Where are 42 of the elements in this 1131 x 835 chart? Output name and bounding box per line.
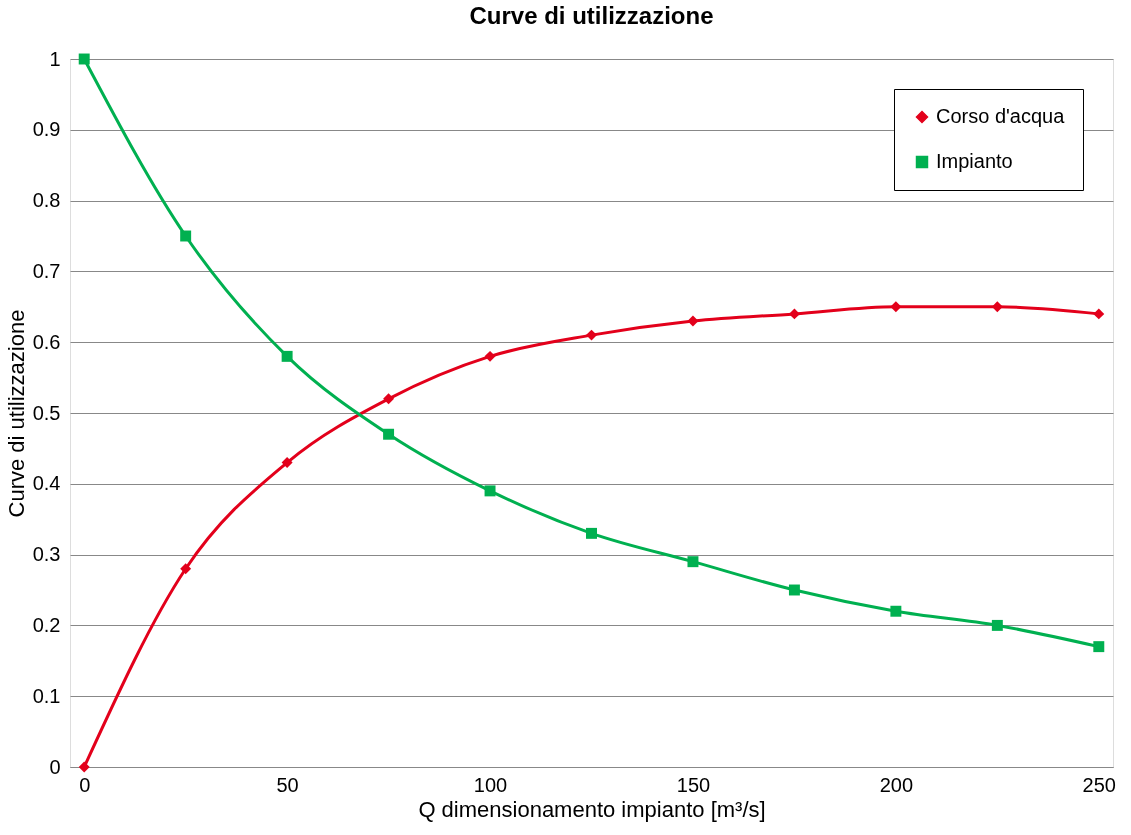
- x-tick-label: 0: [79, 773, 91, 796]
- point: [383, 428, 395, 440]
- y-tick-label: 0.1: [32, 684, 61, 707]
- point: [78, 53, 90, 65]
- x-tick-label: 50: [276, 773, 299, 796]
- x-tick-label: 250: [1082, 773, 1116, 796]
- x-tick-label: 100: [473, 773, 508, 796]
- y-tick-label: 0.9: [32, 118, 61, 141]
- x-tick-label: 200: [879, 773, 914, 796]
- y-tick-label: 1: [49, 47, 61, 70]
- point: [281, 350, 293, 362]
- point: [788, 584, 800, 596]
- point: [383, 393, 395, 405]
- y-tick-label: 0.5: [32, 401, 61, 424]
- y-tick-label: 0.8: [32, 189, 61, 212]
- point: [484, 350, 496, 362]
- x-axis-title: Q dimensionamento impianto [m³/s]: [418, 796, 766, 822]
- point: [991, 619, 1003, 631]
- legend-label: Corso d'acqua: [936, 105, 1066, 127]
- y-tick-label: 0.6: [32, 330, 61, 353]
- point: [687, 315, 699, 327]
- y-tick-label: 0: [49, 755, 61, 778]
- chart-title: Curve di utilizzazione: [469, 2, 714, 29]
- y-tick-label: 0.2: [32, 613, 61, 636]
- y-axis-title: Curve di utilizzazione: [3, 309, 29, 518]
- point: [484, 485, 496, 497]
- point: [586, 329, 597, 341]
- point: [180, 230, 192, 242]
- point: [687, 556, 699, 568]
- point: [78, 761, 90, 773]
- point: [1093, 308, 1105, 320]
- point: [281, 457, 293, 469]
- point: [1093, 641, 1105, 653]
- point: [890, 301, 902, 313]
- x-tick-label: 150: [676, 773, 711, 796]
- y-tick-label: 0.7: [32, 259, 61, 282]
- y-tick-label: 0.3: [32, 543, 61, 566]
- y-tick-label: 0.4: [32, 472, 61, 495]
- legend-label: Impianto: [936, 150, 1013, 172]
- point: [890, 605, 902, 617]
- point: [180, 563, 192, 575]
- point: [586, 527, 597, 539]
